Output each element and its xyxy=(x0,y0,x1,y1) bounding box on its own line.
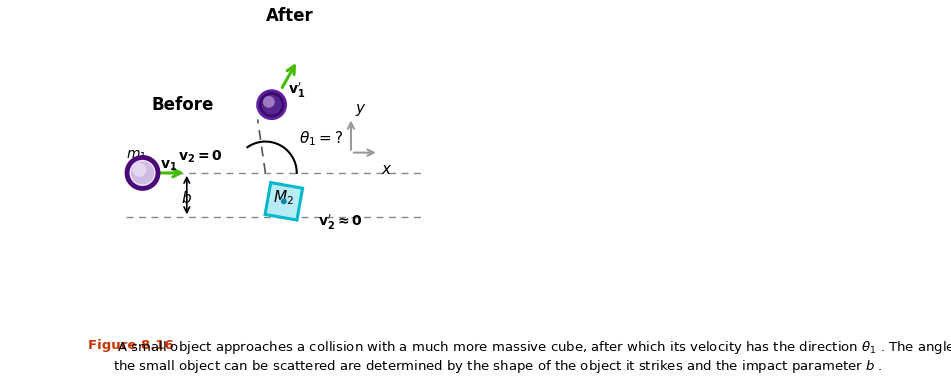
Text: $b$: $b$ xyxy=(182,190,192,206)
Circle shape xyxy=(127,157,158,188)
Circle shape xyxy=(258,91,285,119)
Circle shape xyxy=(262,95,281,115)
Text: $m_1$: $m_1$ xyxy=(126,148,147,163)
Text: $y$: $y$ xyxy=(355,101,366,118)
Text: A small object approaches a collision with a much more massive cube, after which: A small object approaches a collision wi… xyxy=(113,339,951,375)
Circle shape xyxy=(132,163,146,177)
Circle shape xyxy=(281,199,286,203)
Circle shape xyxy=(263,96,275,108)
Text: $M_2$: $M_2$ xyxy=(274,188,294,207)
Text: $\mathbf{v_2^{\prime} \approx 0}$: $\mathbf{v_2^{\prime} \approx 0}$ xyxy=(318,213,362,232)
Text: $x$: $x$ xyxy=(381,162,393,177)
Text: $\theta_1 = ?$: $\theta_1 = ?$ xyxy=(300,129,343,148)
Text: $\mathbf{v_2 = 0}$: $\mathbf{v_2 = 0}$ xyxy=(178,148,222,165)
Text: After: After xyxy=(266,7,314,25)
Text: $\mathbf{v_1^{\prime}}$: $\mathbf{v_1^{\prime}}$ xyxy=(287,80,305,100)
Polygon shape xyxy=(265,183,302,220)
Text: $\mathbf{v_1}$: $\mathbf{v_1}$ xyxy=(161,158,178,173)
Text: Before: Before xyxy=(152,96,214,114)
Text: Figure 8.16: Figure 8.16 xyxy=(88,339,174,352)
Circle shape xyxy=(131,161,154,185)
Text: $m_1$: $m_1$ xyxy=(255,98,276,113)
